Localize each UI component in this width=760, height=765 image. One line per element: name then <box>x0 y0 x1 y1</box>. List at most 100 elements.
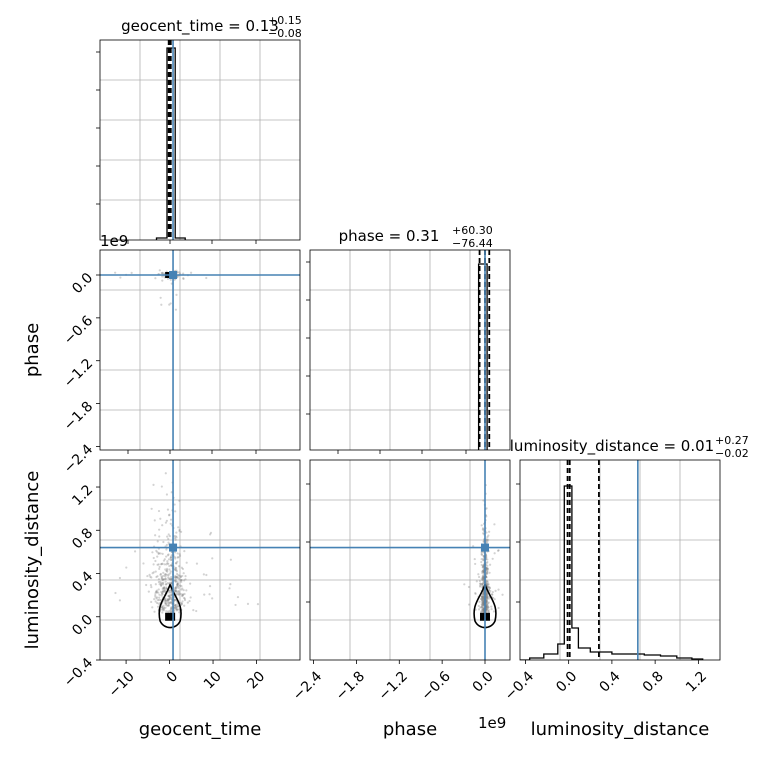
scatter-luminosity_distance-vs-geocent_time-sample-point <box>160 577 164 580</box>
scatter-luminosity_distance-vs-geocent_time-sample-point <box>174 604 177 607</box>
scatter-luminosity_distance-vs-geocent_time-sample-point <box>164 597 167 600</box>
scatter-luminosity_distance-vs-geocent_time-sample-point <box>164 599 167 603</box>
scatter-luminosity_distance-vs-geocent_time-sample-point <box>177 589 180 593</box>
scatter-luminosity_distance-vs-geocent_time-sample-point <box>169 564 173 567</box>
hist-luminosity_distance-xtick-label: −0.4 <box>502 668 537 703</box>
scatter-luminosity_distance-vs-geocent_time-sample-point <box>174 576 178 579</box>
scatter-luminosity_distance-vs-geocent_time-sample-point <box>159 552 162 555</box>
scatter-luminosity_distance-vs-phase-sample-point <box>481 602 485 605</box>
scatter-luminosity_distance-vs-phase-sample-point <box>481 579 484 582</box>
hist-geocent_time-frame <box>99 39 301 241</box>
scatter-luminosity_distance-vs-geocent_time-sample-point <box>202 573 205 576</box>
scatter-luminosity_distance-vs-geocent_time-sample-point <box>154 600 157 603</box>
scatter-luminosity_distance-vs-phase-sample-point <box>488 587 491 590</box>
scatter-luminosity_distance-vs-phase-sample-point <box>482 604 485 607</box>
scatter-luminosity_distance-vs-geocent_time-sample-point <box>174 566 177 569</box>
scatter-luminosity_distance-vs-geocent_time-sample-point <box>145 583 148 587</box>
scatter-luminosity_distance-vs-phase-sample-point <box>482 602 485 606</box>
scatter-luminosity_distance-vs-phase-sample-point <box>487 586 490 589</box>
scatter-phase-vs-geocent_time-ytick-label: 0.0 <box>69 270 96 297</box>
scatter-luminosity_distance-vs-geocent_time-sample-point <box>203 593 206 596</box>
scatter-luminosity_distance-vs-geocent_time-sample-point <box>173 536 177 540</box>
scatter-luminosity_distance-vs-phase-sample-point <box>481 583 484 586</box>
scatter-luminosity_distance-vs-geocent_time-sample-point <box>174 580 177 583</box>
scatter-luminosity_distance-vs-phase-sample-point <box>487 608 490 611</box>
scatter-luminosity_distance-vs-phase-sample-point <box>480 599 484 602</box>
title-phase: phase = 0.31 <box>339 227 440 245</box>
scatter-luminosity_distance-vs-geocent_time-sample-point <box>176 582 179 585</box>
scatter-luminosity_distance-vs-phase-sample-point <box>485 594 488 597</box>
scatter-luminosity_distance-vs-phase-xtick-label: −0.6 <box>419 668 454 703</box>
scatter-luminosity_distance-vs-geocent_time-ytick-label: 0.8 <box>69 525 96 552</box>
scatter-luminosity_distance-vs-geocent_time-sample-point <box>152 556 155 560</box>
scatter-luminosity_distance-vs-phase-xtick-label: −1.2 <box>376 668 411 703</box>
scatter-phase-vs-geocent_time-sample-point <box>189 271 193 274</box>
scatter-luminosity_distance-vs-phase-sample-point <box>481 578 484 581</box>
scatter-luminosity_distance-vs-geocent_time-sample-point <box>154 570 157 573</box>
scatter-luminosity_distance-vs-phase-sample-point <box>482 597 485 600</box>
scatter-luminosity_distance-vs-geocent_time-sample-point <box>176 585 179 588</box>
scatter-luminosity_distance-vs-geocent_time-sample-point <box>175 562 178 565</box>
scatter-luminosity_distance-vs-geocent_time-sample-point <box>174 586 178 589</box>
scatter-luminosity_distance-vs-geocent_time-sample-point <box>167 514 171 517</box>
scatter-luminosity_distance-vs-geocent_time-sample-point <box>174 604 177 607</box>
scatter-luminosity_distance-vs-geocent_time-sample-point <box>161 575 164 578</box>
scatter-phase-vs-geocent_time-sample-point <box>114 271 117 274</box>
scatter-luminosity_distance-vs-phase-sample-point <box>481 571 484 575</box>
scatter-luminosity_distance-vs-geocent_time-sample-point <box>185 561 188 564</box>
scatter-luminosity_distance-vs-geocent_time-sample-point <box>170 597 173 600</box>
scatter-luminosity_distance-vs-phase-sample-point <box>485 596 488 599</box>
scatter-phase-vs-geocent_time-sample-point <box>178 271 181 274</box>
scatter-luminosity_distance-vs-geocent_time-sample-point <box>183 598 187 602</box>
scatter-luminosity_distance-vs-geocent_time-sample-point <box>165 599 168 602</box>
scatter-luminosity_distance-vs-geocent_time-sample-point <box>170 608 173 611</box>
scatter-luminosity_distance-vs-geocent_time-sample-point <box>164 601 167 605</box>
scatter-phase-vs-geocent_time-sample-point <box>119 276 122 279</box>
scatter-luminosity_distance-vs-geocent_time-sample-point <box>165 604 168 607</box>
scatter-luminosity_distance-vs-geocent_time-sample-point <box>168 601 172 604</box>
scatter-luminosity_distance-vs-geocent_time-sample-point <box>164 580 167 583</box>
scatter-luminosity_distance-vs-phase-sample-point <box>485 583 488 586</box>
scatter-luminosity_distance-vs-geocent_time-sample-point <box>154 583 157 586</box>
scatter-luminosity_distance-vs-geocent_time-sample-point <box>160 594 163 597</box>
scatter-luminosity_distance-vs-phase-sample-point <box>482 600 485 603</box>
scatter-luminosity_distance-vs-geocent_time-ytick-label: 1.2 <box>69 482 96 509</box>
scatter-luminosity_distance-vs-geocent_time-sample-point <box>177 584 180 587</box>
scatter-luminosity_distance-vs-geocent_time-sample-point <box>175 584 179 587</box>
scatter-luminosity_distance-vs-geocent_time-sample-point <box>174 574 177 578</box>
scatter-luminosity_distance-vs-phase-sample-point <box>482 564 485 567</box>
scatter-luminosity_distance-vs-geocent_time-sample-point <box>156 540 159 543</box>
scatter-luminosity_distance-vs-geocent_time-sample-point <box>174 588 177 591</box>
scatter-luminosity_distance-vs-phase-sample-point <box>488 586 491 589</box>
scatter-phase-vs-geocent_time-sample-point <box>158 269 161 272</box>
scatter-luminosity_distance-vs-geocent_time-sample-point <box>158 593 161 596</box>
scatter-luminosity_distance-vs-geocent_time-sample-point <box>166 508 170 511</box>
scatter-luminosity_distance-vs-geocent_time-sample-point <box>229 583 232 586</box>
scatter-phase-vs-geocent_time-sample-point <box>182 277 185 280</box>
scatter-luminosity_distance-vs-phase-sample-point <box>485 603 488 606</box>
scatter-luminosity_distance-vs-geocent_time-sample-point <box>162 540 165 544</box>
scatter-luminosity_distance-vs-geocent_time-sample-point <box>95 591 97 593</box>
scatter-luminosity_distance-vs-geocent_time-sample-point <box>182 596 186 600</box>
scatter-luminosity_distance-vs-phase-sample-point <box>486 566 489 570</box>
scatter-luminosity_distance-vs-phase-sample-point <box>480 610 483 613</box>
scatter-luminosity_distance-vs-geocent_time-sample-point <box>175 605 178 608</box>
scatter-luminosity_distance-vs-geocent_time-truth-marker <box>169 543 178 552</box>
scatter-luminosity_distance-vs-geocent_time-sample-point <box>160 605 163 608</box>
scatter-luminosity_distance-vs-geocent_time-sample-point <box>154 591 157 595</box>
scatter-luminosity_distance-vs-phase-sample-point <box>486 570 489 573</box>
scatter-luminosity_distance-vs-geocent_time-sample-point <box>166 562 169 565</box>
scatter-luminosity_distance-vs-geocent_time-sample-point <box>169 582 172 585</box>
scatter-luminosity_distance-vs-phase-sample-point <box>486 536 489 539</box>
scatter-luminosity_distance-vs-geocent_time-sample-point <box>167 541 170 544</box>
scatter-luminosity_distance-vs-geocent_time-sample-point <box>180 602 183 605</box>
scatter-luminosity_distance-vs-phase-sample-point <box>488 597 491 600</box>
scatter-luminosity_distance-vs-geocent_time-sample-point <box>157 580 160 584</box>
scatter-luminosity_distance-vs-phase-sample-point <box>481 605 484 608</box>
scatter-luminosity_distance-vs-geocent_time-sample-point <box>166 604 170 607</box>
scatter-luminosity_distance-vs-phase-sample-point <box>481 570 484 573</box>
scatter-luminosity_distance-vs-geocent_time-sample-point <box>178 528 181 531</box>
scatter-luminosity_distance-vs-geocent_time-sample-point <box>162 607 165 610</box>
scatter-luminosity_distance-vs-geocent_time-xtick-label: 10 <box>201 668 225 692</box>
scatter-luminosity_distance-vs-geocent_time-sample-point <box>164 606 167 609</box>
